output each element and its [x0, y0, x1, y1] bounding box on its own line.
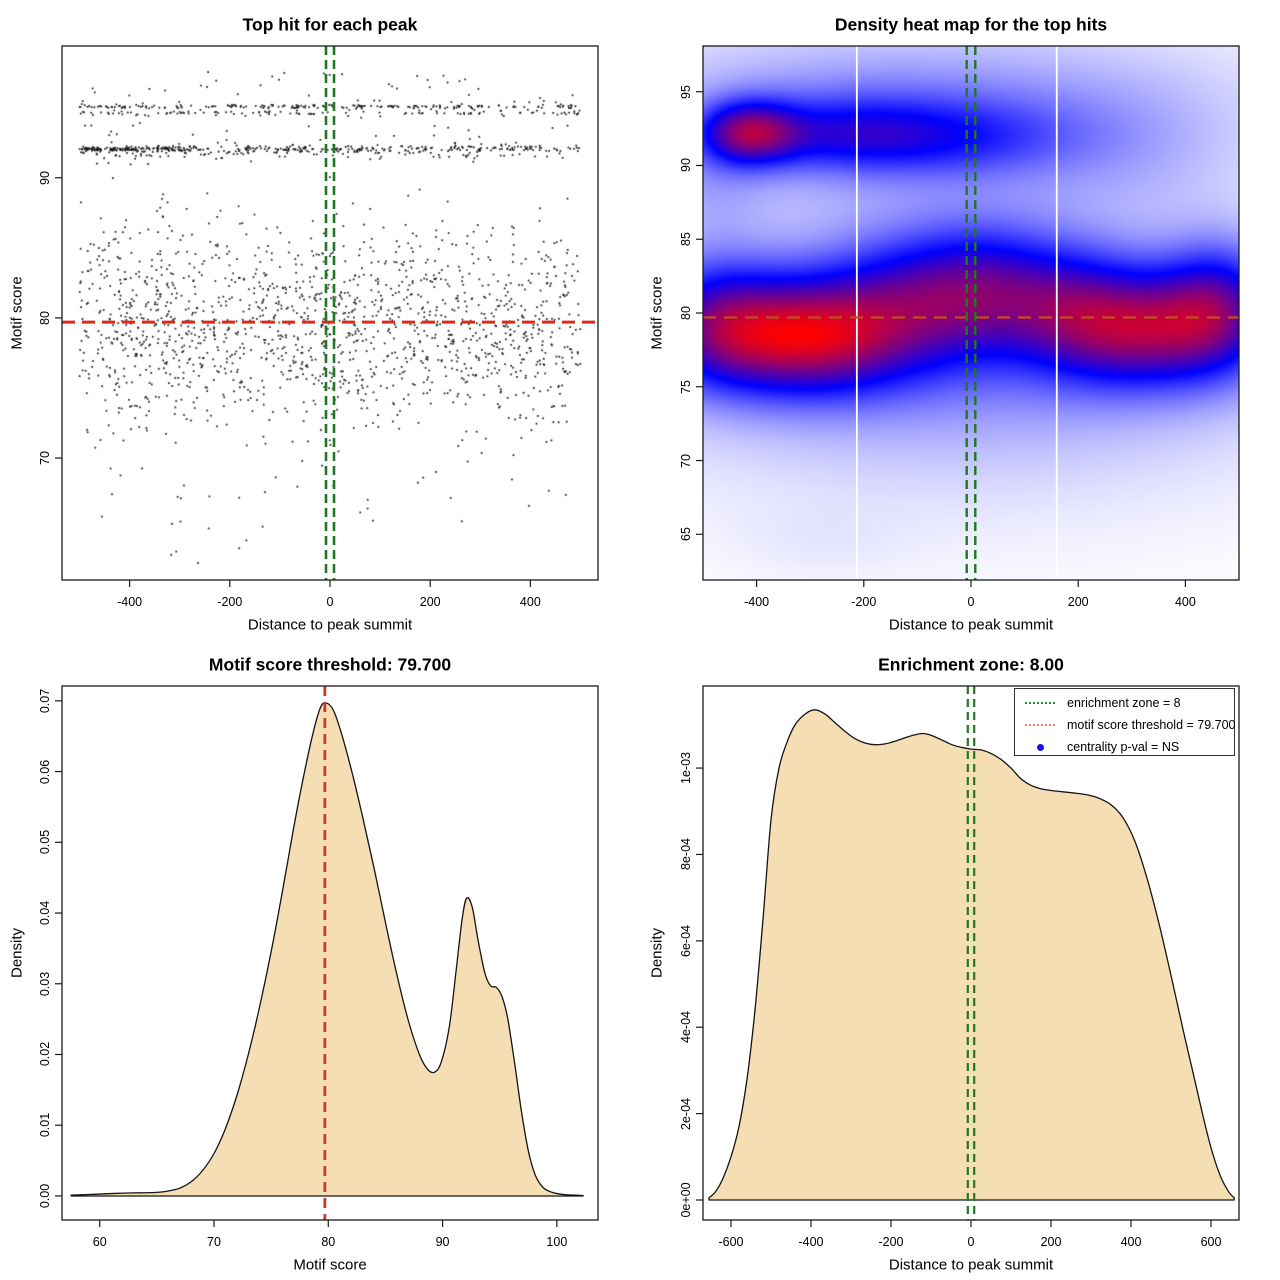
y-axis-label-heatmap: Motif score — [648, 276, 666, 350]
x-axis-label-distance-density: Distance to peak summit — [888, 1256, 1054, 1274]
y-tick-label: 0.01 — [38, 1113, 52, 1138]
x-tick-label: 80 — [321, 1235, 336, 1249]
red-dotted-line-icon — [1025, 724, 1055, 726]
y-tick-label: 0.05 — [38, 830, 52, 855]
x-tick-label: -400 — [744, 595, 770, 609]
heatmap-canvas — [703, 46, 1239, 580]
y-tick-label: 0e+00 — [679, 1182, 693, 1218]
x-tick-label: -200 — [217, 595, 243, 609]
x-tick-label: 400 — [1174, 595, 1196, 609]
legend-box: enrichment zone = 8 motif score threshol… — [1014, 688, 1236, 756]
panel-title-top-hits: Top hit for each peak — [242, 14, 418, 35]
y-tick-label: 2e-04 — [679, 1097, 693, 1130]
x-tick-label: -400 — [117, 595, 143, 609]
plot-frame — [61, 685, 599, 1221]
panel-title-score-threshold: Motif score threshold: 79.700 — [208, 654, 452, 675]
x-axis-label-scatter: Distance to peak summit — [247, 616, 413, 634]
plot-frame — [702, 685, 1240, 1221]
x-tick-label: -200 — [851, 595, 877, 609]
y-tick-label: 6e-04 — [679, 924, 693, 957]
plot-frame — [702, 45, 1240, 581]
x-tick-label: 600 — [1200, 1235, 1222, 1249]
y-tick-label: 4e-04 — [679, 1011, 693, 1044]
x-tick-label: 200 — [1040, 1235, 1062, 1249]
x-tick-label: 0 — [326, 595, 334, 609]
legend-item-enrichment-zone: enrichment zone = 8 — [1015, 694, 1234, 712]
y-tick-label: 0.00 — [38, 1183, 52, 1209]
legend-item-centrality-pval: centrality p-val = NS — [1015, 738, 1234, 756]
x-tick-label: -600 — [718, 1235, 744, 1249]
x-tick-label: 200 — [419, 595, 441, 609]
y-tick-label: 0.04 — [38, 900, 52, 926]
x-axis-label-score-density: Motif score — [293, 1256, 367, 1274]
legend-label: centrality p-val = NS — [1067, 740, 1180, 754]
x-tick-label: 100 — [546, 1235, 568, 1249]
panel-title-heatmap: Density heat map for the top hits — [834, 14, 1108, 35]
y-tick-label: 70 — [679, 453, 693, 468]
x-tick-label: 90 — [435, 1235, 450, 1249]
y-axis-label-distance-density: Density — [648, 927, 666, 979]
y-tick-label: 0.07 — [38, 688, 52, 714]
plot-frame — [61, 45, 599, 581]
y-tick-label: 95 — [679, 84, 693, 99]
green-dotted-line-icon — [1025, 702, 1055, 704]
distance-density-area — [708, 709, 1235, 1201]
x-tick-label: 0 — [967, 1235, 975, 1249]
x-tick-label: 60 — [92, 1235, 107, 1249]
y-tick-label: 90 — [679, 158, 693, 173]
scatter-plot-canvas — [62, 46, 598, 580]
y-tick-label: 90 — [38, 170, 52, 185]
x-tick-label: -200 — [878, 1235, 904, 1249]
legend-label: enrichment zone = 8 — [1067, 696, 1181, 710]
y-tick-label: 65 — [679, 527, 693, 542]
panel-title-enrichment-zone: Enrichment zone: 8.00 — [878, 654, 1064, 675]
y-tick-label: 1e-03 — [679, 752, 693, 785]
x-tick-label: 400 — [1120, 1235, 1142, 1249]
x-tick-label: 400 — [519, 595, 541, 609]
y-tick-label: 8e-04 — [679, 838, 693, 871]
x-axis-label-heatmap: Distance to peak summit — [888, 616, 1054, 634]
x-tick-label: 0 — [967, 595, 975, 609]
y-tick-label: 0.02 — [38, 1042, 52, 1067]
y-tick-label: 85 — [679, 232, 693, 247]
x-tick-label: -400 — [798, 1235, 824, 1249]
legend-label: motif score threshold = 79.700 — [1067, 718, 1236, 732]
y-tick-label: 80 — [679, 306, 693, 320]
y-tick-label: 75 — [679, 379, 693, 394]
y-axis-label-scatter: Motif score — [8, 276, 26, 350]
y-axis-label-score-density: Density — [8, 927, 26, 979]
x-tick-label: 200 — [1067, 595, 1089, 609]
x-tick-label: 70 — [207, 1235, 221, 1249]
y-tick-label: 70 — [38, 451, 52, 466]
motif-score-density-area — [70, 702, 584, 1197]
blue-dot-icon — [1025, 743, 1055, 751]
y-tick-label: 80 — [38, 310, 52, 325]
y-tick-label: 0.06 — [38, 759, 52, 784]
y-tick-label: 0.03 — [38, 971, 52, 996]
legend-item-motif-threshold: motif score threshold = 79.700 — [1015, 716, 1236, 734]
